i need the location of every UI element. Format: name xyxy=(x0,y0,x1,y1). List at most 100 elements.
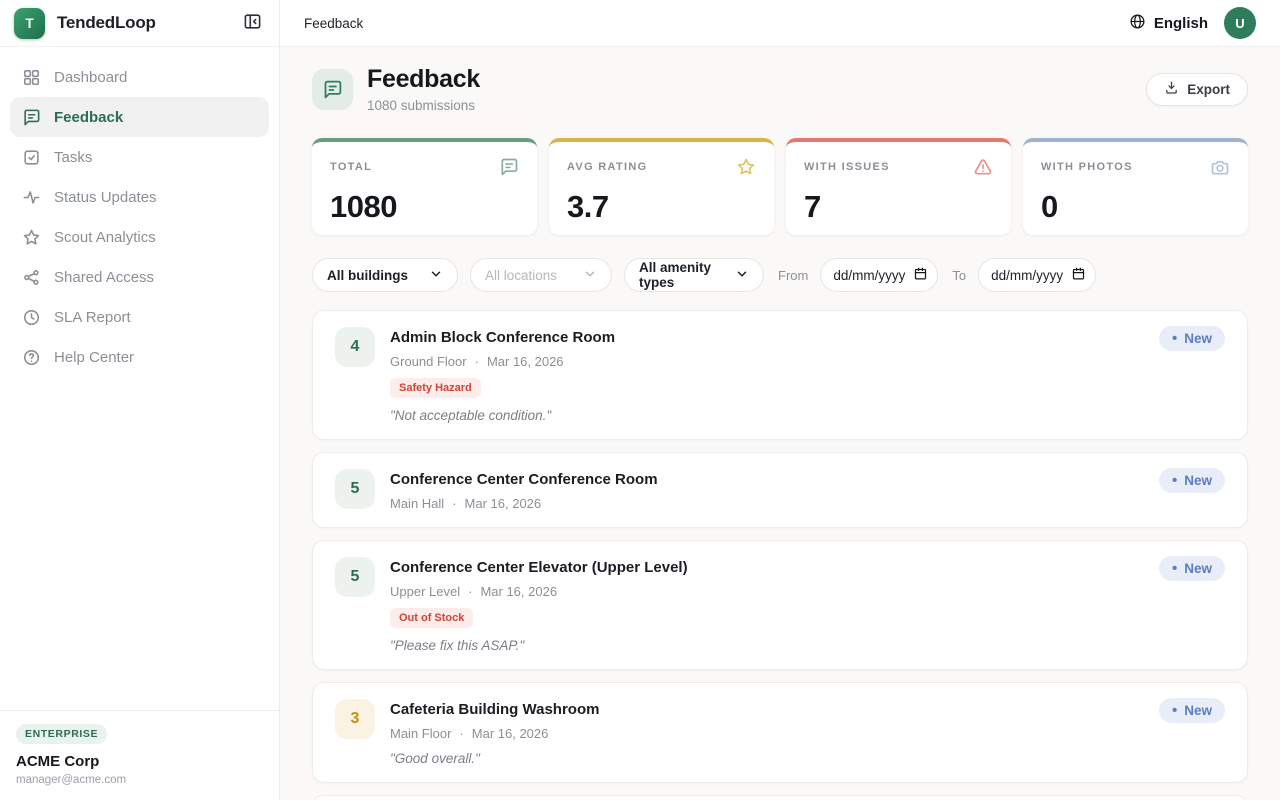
stat-card: WITH ISSUES 7 xyxy=(786,138,1011,235)
buildings-select-value: All buildings xyxy=(327,267,408,283)
amenity-types-select[interactable]: All amenity types xyxy=(624,258,764,292)
dashboard-icon xyxy=(22,68,41,87)
org-email: manager@acme.com xyxy=(16,774,127,786)
locations-select[interactable]: All locations xyxy=(470,258,612,292)
date-from-input[interactable]: dd/mm/yyyy xyxy=(820,258,939,292)
calendar-icon xyxy=(1071,266,1086,284)
sidebar-item-feedback[interactable]: Feedback xyxy=(10,97,269,137)
status-dot-icon: • xyxy=(1171,472,1178,489)
stat-value: 0 xyxy=(1041,189,1058,224)
feedback-tags: Out of Stock xyxy=(390,608,1095,628)
stat-value: 3.7 xyxy=(567,189,609,224)
sidebar-item-dashboard[interactable]: Dashboard xyxy=(10,57,269,97)
feedback-date: Mar 16, 2026 xyxy=(471,726,549,741)
feedback-card[interactable]: 5 Conference Center Elevator (Upper Leve… xyxy=(312,540,1248,670)
feedback-card[interactable]: 3 Cafeteria Building Washroom Main Floor… xyxy=(312,682,1248,783)
sidebar-header: T TendedLoop xyxy=(0,0,279,47)
sidebar-item-label: Scout Analytics xyxy=(54,228,156,246)
date-to-input[interactable]: dd/mm/yyyy xyxy=(978,258,1097,292)
sidebar-nav: Dashboard Feedback Tasks Status Updates … xyxy=(0,47,279,710)
stat-label: TOTAL xyxy=(330,161,373,173)
shared-access-icon xyxy=(22,268,41,287)
sidebar-item-tasks[interactable]: Tasks xyxy=(10,137,269,177)
feedback-meta: Upper Level · Mar 16, 2026 xyxy=(390,584,1095,599)
feedback-date: Mar 16, 2026 xyxy=(480,584,558,599)
feedback-card[interactable]: 2 Tech Center Elevator (3rd Floor) • Com… xyxy=(312,795,1248,800)
brand-name: TendedLoop xyxy=(57,13,156,32)
feedback-meta: Main Floor · Mar 16, 2026 xyxy=(390,726,1095,741)
date-to-placeholder: dd/mm/yyyy xyxy=(991,267,1064,283)
stat-label: AVG RATING xyxy=(567,161,648,173)
status-badge: • New xyxy=(1158,326,1225,351)
feedback-title: Conference Center Conference Room xyxy=(390,471,658,488)
topbar-right: English U xyxy=(1129,7,1256,39)
feedback-page-icon xyxy=(312,68,353,110)
sidebar: T TendedLoop Dashboard Feedback Tasks St… xyxy=(0,0,280,800)
chevron-down-icon xyxy=(583,267,597,284)
sidebar-collapse-button[interactable] xyxy=(239,10,265,36)
issue-tag: Safety Hazard xyxy=(390,378,481,398)
stat-value: 7 xyxy=(804,189,821,224)
language-switcher[interactable]: English xyxy=(1129,13,1208,34)
topbar: Feedback English U xyxy=(280,0,1280,47)
feedback-title: Admin Block Conference Room xyxy=(390,329,616,346)
sidebar-item-label: Shared Access xyxy=(54,268,155,286)
meta-separator: · xyxy=(459,726,464,741)
feedback-card[interactable]: 4 Admin Block Conference Room Ground Flo… xyxy=(312,310,1248,440)
feedback-icon xyxy=(22,108,41,127)
status-badge: • New xyxy=(1158,468,1225,493)
page-subtitle: 1080 submissions xyxy=(367,98,476,113)
sidebar-item-scout-analytics[interactable]: Scout Analytics xyxy=(10,217,269,257)
export-button[interactable]: Export xyxy=(1146,72,1248,106)
sidebar-item-help-center[interactable]: Help Center xyxy=(10,337,269,377)
sidebar-item-label: Tasks xyxy=(54,148,93,166)
main-content: Feedback 1080 submissions Export TOTAL 1… xyxy=(280,47,1280,800)
buildings-select[interactable]: All buildings xyxy=(312,258,458,292)
chevron-down-icon xyxy=(429,267,443,284)
panel-collapse-icon xyxy=(243,12,262,34)
status-badge: • New xyxy=(1158,556,1225,581)
stat-card: TOTAL 1080 xyxy=(312,138,537,235)
status-label: New xyxy=(1184,703,1212,718)
feedback-tags: Safety Hazard xyxy=(390,378,1095,398)
avatar-letter: U xyxy=(1235,15,1245,31)
page-header: Feedback 1080 submissions Export xyxy=(312,65,1248,113)
rating-badge: 5 xyxy=(335,469,375,509)
sla-report-icon xyxy=(22,308,41,327)
feedback-quote: "Not acceptable condition." xyxy=(390,408,552,423)
feedback-title: Cafeteria Building Washroom xyxy=(390,701,600,718)
sidebar-item-sla-report[interactable]: SLA Report xyxy=(10,297,269,337)
feedback-location: Upper Level xyxy=(390,584,461,599)
meta-separator: · xyxy=(452,496,457,511)
chat-icon xyxy=(499,157,519,177)
feedback-location: Main Hall xyxy=(390,496,445,511)
sidebar-item-status-updates[interactable]: Status Updates xyxy=(10,177,269,217)
issue-tag: Out of Stock xyxy=(390,608,474,628)
feedback-list: 4 Admin Block Conference Room Ground Flo… xyxy=(312,310,1248,800)
page-title: Feedback xyxy=(367,65,480,93)
feedback-date: Mar 16, 2026 xyxy=(486,354,564,369)
sidebar-item-shared-access[interactable]: Shared Access xyxy=(10,257,269,297)
star-icon xyxy=(736,157,756,177)
stat-label: WITH ISSUES xyxy=(804,161,890,173)
sidebar-item-label: SLA Report xyxy=(54,308,131,326)
sidebar-footer: ENTERPRISE ACME Corp manager@acme.com xyxy=(0,710,279,800)
status-label: New xyxy=(1184,473,1212,488)
language-label: English xyxy=(1153,14,1208,32)
feedback-location: Ground Floor xyxy=(390,354,467,369)
status-dot-icon: • xyxy=(1171,702,1178,719)
feedback-location: Main Floor xyxy=(390,726,452,741)
brand-logo: T xyxy=(14,7,45,39)
stat-card: AVG RATING 3.7 xyxy=(549,138,774,235)
tasks-icon xyxy=(22,148,41,167)
feedback-card[interactable]: 5 Conference Center Conference Room Main… xyxy=(312,452,1248,528)
status-badge: • New xyxy=(1158,698,1225,723)
globe-icon xyxy=(1129,13,1146,34)
user-avatar[interactable]: U xyxy=(1224,7,1256,39)
sidebar-item-label: Status Updates xyxy=(54,188,157,206)
locations-select-value: All locations xyxy=(485,267,558,283)
calendar-icon xyxy=(913,266,928,284)
brand-logo-letter: T xyxy=(25,15,34,31)
sidebar-item-label: Dashboard xyxy=(54,68,128,86)
rating-badge: 3 xyxy=(335,699,375,739)
